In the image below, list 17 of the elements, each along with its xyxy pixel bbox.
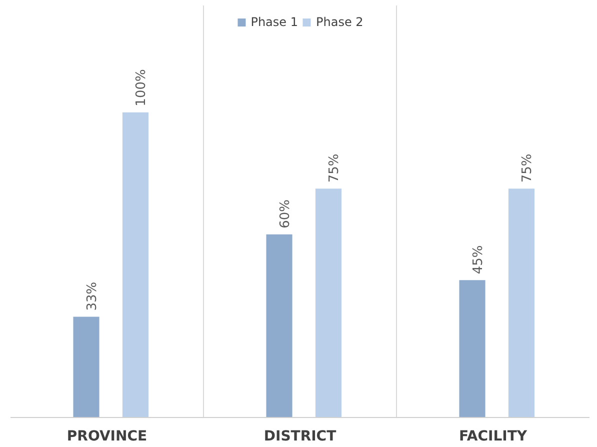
- bar: [315, 188, 342, 418]
- bar: [508, 188, 534, 418]
- x-tick-label: DISTRICT: [264, 428, 337, 444]
- data-label: 100%: [134, 69, 149, 106]
- legend-label: Phase 1: [250, 15, 298, 29]
- x-tick-label: FACILITY: [458, 428, 528, 444]
- data-label: 75%: [326, 154, 342, 183]
- legend-label: Phase 2: [316, 15, 364, 29]
- data-label: 45%: [470, 245, 486, 274]
- bar: [122, 112, 148, 418]
- bar: [459, 280, 486, 418]
- bar: [73, 316, 100, 418]
- bar: [266, 234, 292, 418]
- data-label: 60%: [278, 199, 293, 228]
- data-label: 33%: [84, 282, 100, 311]
- x-tick-label: PROVINCE: [66, 428, 148, 444]
- data-label: 75%: [520, 154, 535, 183]
